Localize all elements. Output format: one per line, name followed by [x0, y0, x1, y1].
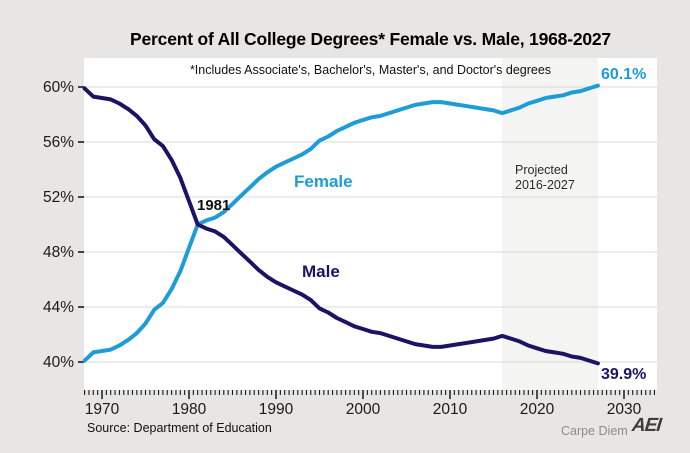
x-axis-tick-label: 2010 — [433, 401, 468, 418]
x-axis-tick-label: 2030 — [607, 401, 642, 418]
projected-region-label-line1: Projected — [515, 163, 568, 177]
projected-region-label: Projected 2016-2027 — [515, 163, 575, 193]
projected-band — [502, 58, 598, 390]
x-axis-tick-label: 1980 — [172, 401, 207, 418]
x-axis-tick-label: 2000 — [346, 401, 381, 418]
x-axis-tick-label: 2020 — [520, 401, 555, 418]
x-axis-tick-label: 1970 — [85, 401, 120, 418]
y-axis-tick-label: 40% — [43, 354, 74, 371]
female-series-label: Female — [294, 172, 353, 191]
y-axis-tick-label: 60% — [43, 79, 74, 96]
brand-name: Carpe Diem — [561, 424, 628, 438]
x-axis-tick-label: 1990 — [259, 401, 294, 418]
female-line — [82, 83, 600, 363]
crossing-year-annotation: 1981 — [197, 197, 231, 214]
male-line — [82, 86, 600, 366]
y-axis-tick-label: 44% — [43, 299, 74, 316]
chart-title: Percent of All College Degrees* Female v… — [130, 29, 611, 49]
y-axis-tick-label: 52% — [43, 189, 74, 206]
y-axis-tick-label: 48% — [43, 244, 74, 261]
aei-logo: AEI — [630, 415, 662, 436]
y-axis-tick-label: 56% — [43, 134, 74, 151]
chart-subtitle: *Includes Associate's, Bachelor's, Maste… — [189, 63, 552, 77]
projected-region-label-line2: 2016-2027 — [515, 177, 575, 192]
source-note: Source: Department of Education — [87, 421, 272, 435]
male-end-value-label: 39.9% — [601, 366, 647, 383]
female-end-value-label: 60.1% — [601, 66, 647, 83]
male-series-label: Male — [302, 262, 340, 281]
